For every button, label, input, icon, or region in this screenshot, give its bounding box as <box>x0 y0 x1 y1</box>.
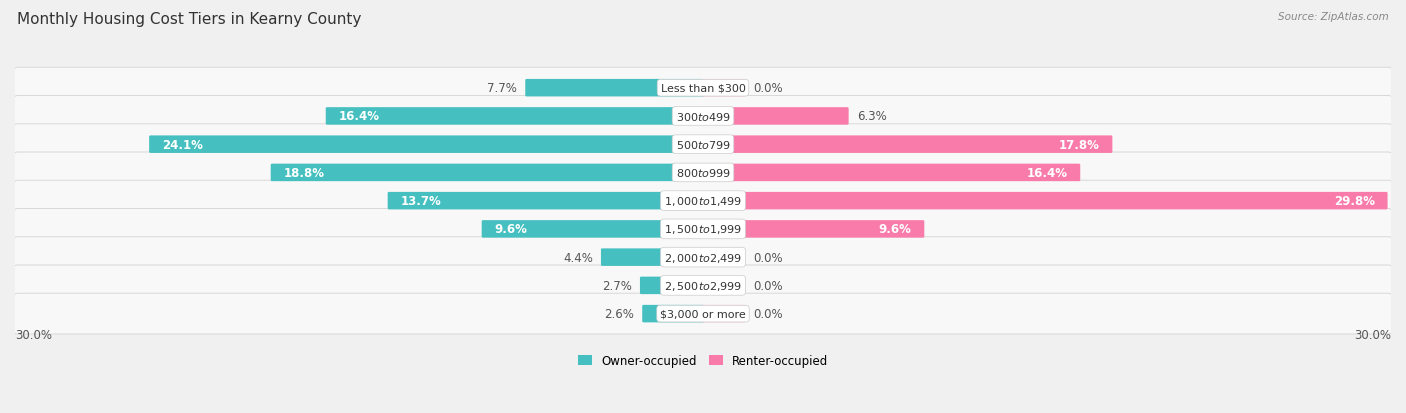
FancyBboxPatch shape <box>702 249 745 266</box>
Text: $800 to $999: $800 to $999 <box>675 167 731 179</box>
Text: 30.0%: 30.0% <box>1354 328 1391 342</box>
Text: 6.3%: 6.3% <box>856 110 886 123</box>
FancyBboxPatch shape <box>600 249 704 266</box>
FancyBboxPatch shape <box>640 277 704 294</box>
Text: 30.0%: 30.0% <box>15 328 52 342</box>
Text: 17.8%: 17.8% <box>1059 138 1099 151</box>
Text: Less than $300: Less than $300 <box>661 83 745 93</box>
FancyBboxPatch shape <box>149 136 704 154</box>
FancyBboxPatch shape <box>14 96 1392 137</box>
FancyBboxPatch shape <box>702 136 1112 154</box>
FancyBboxPatch shape <box>14 153 1392 193</box>
Text: 24.1%: 24.1% <box>162 138 202 151</box>
Text: Monthly Housing Cost Tiers in Kearny County: Monthly Housing Cost Tiers in Kearny Cou… <box>17 12 361 27</box>
Text: 0.0%: 0.0% <box>754 307 783 320</box>
Text: 0.0%: 0.0% <box>754 251 783 264</box>
Text: $300 to $499: $300 to $499 <box>675 111 731 123</box>
Text: 2.7%: 2.7% <box>602 279 631 292</box>
Text: $2,500 to $2,999: $2,500 to $2,999 <box>664 279 742 292</box>
Text: 18.8%: 18.8% <box>284 166 325 180</box>
FancyBboxPatch shape <box>388 192 704 210</box>
FancyBboxPatch shape <box>702 192 1388 210</box>
Text: 16.4%: 16.4% <box>1026 166 1067 180</box>
Legend: Owner-occupied, Renter-occupied: Owner-occupied, Renter-occupied <box>578 354 828 368</box>
FancyBboxPatch shape <box>14 294 1392 334</box>
FancyBboxPatch shape <box>702 221 924 238</box>
FancyBboxPatch shape <box>14 209 1392 250</box>
Text: 9.6%: 9.6% <box>879 223 911 236</box>
Text: 4.4%: 4.4% <box>562 251 593 264</box>
Text: 7.7%: 7.7% <box>488 82 517 95</box>
Text: $1,500 to $1,999: $1,500 to $1,999 <box>664 223 742 236</box>
FancyBboxPatch shape <box>526 80 704 97</box>
Text: Source: ZipAtlas.com: Source: ZipAtlas.com <box>1278 12 1389 22</box>
FancyBboxPatch shape <box>702 277 745 294</box>
Text: $2,000 to $2,499: $2,000 to $2,499 <box>664 251 742 264</box>
FancyBboxPatch shape <box>14 265 1392 306</box>
FancyBboxPatch shape <box>643 305 704 323</box>
FancyBboxPatch shape <box>702 108 849 126</box>
Text: 16.4%: 16.4% <box>339 110 380 123</box>
Text: $3,000 or more: $3,000 or more <box>661 309 745 319</box>
Text: 13.7%: 13.7% <box>401 195 441 208</box>
FancyBboxPatch shape <box>326 108 704 126</box>
FancyBboxPatch shape <box>702 305 745 323</box>
Text: 9.6%: 9.6% <box>495 223 527 236</box>
FancyBboxPatch shape <box>271 164 704 182</box>
FancyBboxPatch shape <box>482 221 704 238</box>
FancyBboxPatch shape <box>14 181 1392 221</box>
Text: 0.0%: 0.0% <box>754 279 783 292</box>
Text: $500 to $799: $500 to $799 <box>675 139 731 151</box>
FancyBboxPatch shape <box>702 164 1080 182</box>
Text: $1,000 to $1,499: $1,000 to $1,499 <box>664 195 742 208</box>
Text: 2.6%: 2.6% <box>605 307 634 320</box>
FancyBboxPatch shape <box>14 124 1392 165</box>
Text: 29.8%: 29.8% <box>1334 195 1375 208</box>
FancyBboxPatch shape <box>14 237 1392 278</box>
FancyBboxPatch shape <box>702 80 745 97</box>
FancyBboxPatch shape <box>14 68 1392 109</box>
Text: 0.0%: 0.0% <box>754 82 783 95</box>
